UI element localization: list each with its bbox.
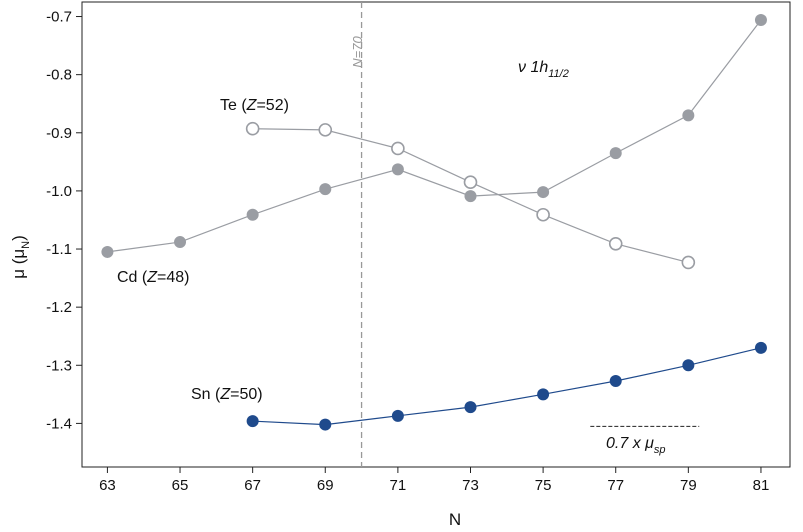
data-point: [608, 237, 623, 251]
y-tick-label: -1.0: [46, 183, 72, 200]
y-axis: -0.7 -0.8 -0.9 -1.0 -1.1 -1.2 -1.3 -1.4: [46, 9, 82, 432]
x-tick-label: 65: [172, 477, 189, 494]
data-point: [682, 109, 695, 122]
data-point: [682, 359, 695, 372]
sp-label: 0.7 x μsp: [606, 435, 666, 456]
data-point: [754, 341, 767, 354]
reference-lines: [360, 2, 700, 467]
y-tick-label: -1.4: [46, 415, 72, 432]
data-point: [391, 163, 404, 176]
x-axis-title: N: [449, 510, 461, 529]
y-tick-label: -0.9: [46, 125, 72, 142]
y-tick-label: -1.2: [46, 299, 72, 316]
data-point: [318, 123, 333, 137]
series-line: [252, 347, 762, 426]
x-tick-label: 73: [462, 477, 479, 494]
x-tick-label: 63: [99, 477, 116, 494]
data-point: [101, 245, 114, 258]
data-point: [174, 236, 187, 249]
data-point: [319, 183, 332, 196]
x-tick-label: 77: [607, 477, 624, 494]
te-series-label: Te (Z=52): [220, 97, 289, 114]
data-point: [609, 147, 622, 160]
x-tick-label: 81: [753, 477, 770, 494]
data-point: [536, 207, 550, 222]
series-1: [245, 121, 696, 270]
series-line: [107, 19, 762, 253]
cd-series-label: Cd (Z=48): [117, 269, 189, 286]
sn-series-label: Sn (Z=50): [191, 386, 263, 403]
data-point: [681, 255, 696, 270]
x-tick-label: 71: [390, 477, 407, 494]
data-point: [463, 175, 478, 189]
x-tick-label: 67: [244, 477, 261, 494]
series-layer: [101, 14, 767, 431]
x-tick-label: 75: [535, 477, 552, 494]
y-tick-label: -1.1: [46, 241, 72, 258]
data-point: [754, 14, 767, 27]
data-point: [537, 186, 550, 199]
x-tick-label: 69: [317, 477, 334, 494]
data-point: [464, 190, 477, 203]
y-axis-title: μ (μN): [9, 235, 32, 279]
data-point: [246, 208, 259, 221]
plot-border: [81, 1, 791, 468]
data-point: [319, 418, 332, 431]
series-2: [246, 341, 767, 431]
n70-label: N=70: [350, 36, 365, 68]
x-axis: 63 65 67 69 71 73 75 77 79 81: [99, 467, 769, 494]
y-tick-label: -0.8: [46, 67, 72, 84]
data-point: [609, 374, 622, 387]
data-point: [246, 415, 259, 428]
y-tick-label: -1.3: [46, 357, 72, 374]
x-tick-label: 79: [680, 477, 697, 494]
series-0: [101, 14, 767, 258]
y-tick-label: -0.7: [46, 9, 72, 26]
data-point: [537, 388, 550, 401]
data-point: [464, 401, 477, 414]
plot-frame: [81, 1, 791, 468]
data-point: [391, 409, 404, 422]
data-point: [245, 121, 260, 136]
orbital-label: ν 1h11/2: [518, 59, 569, 80]
data-point: [391, 141, 405, 156]
